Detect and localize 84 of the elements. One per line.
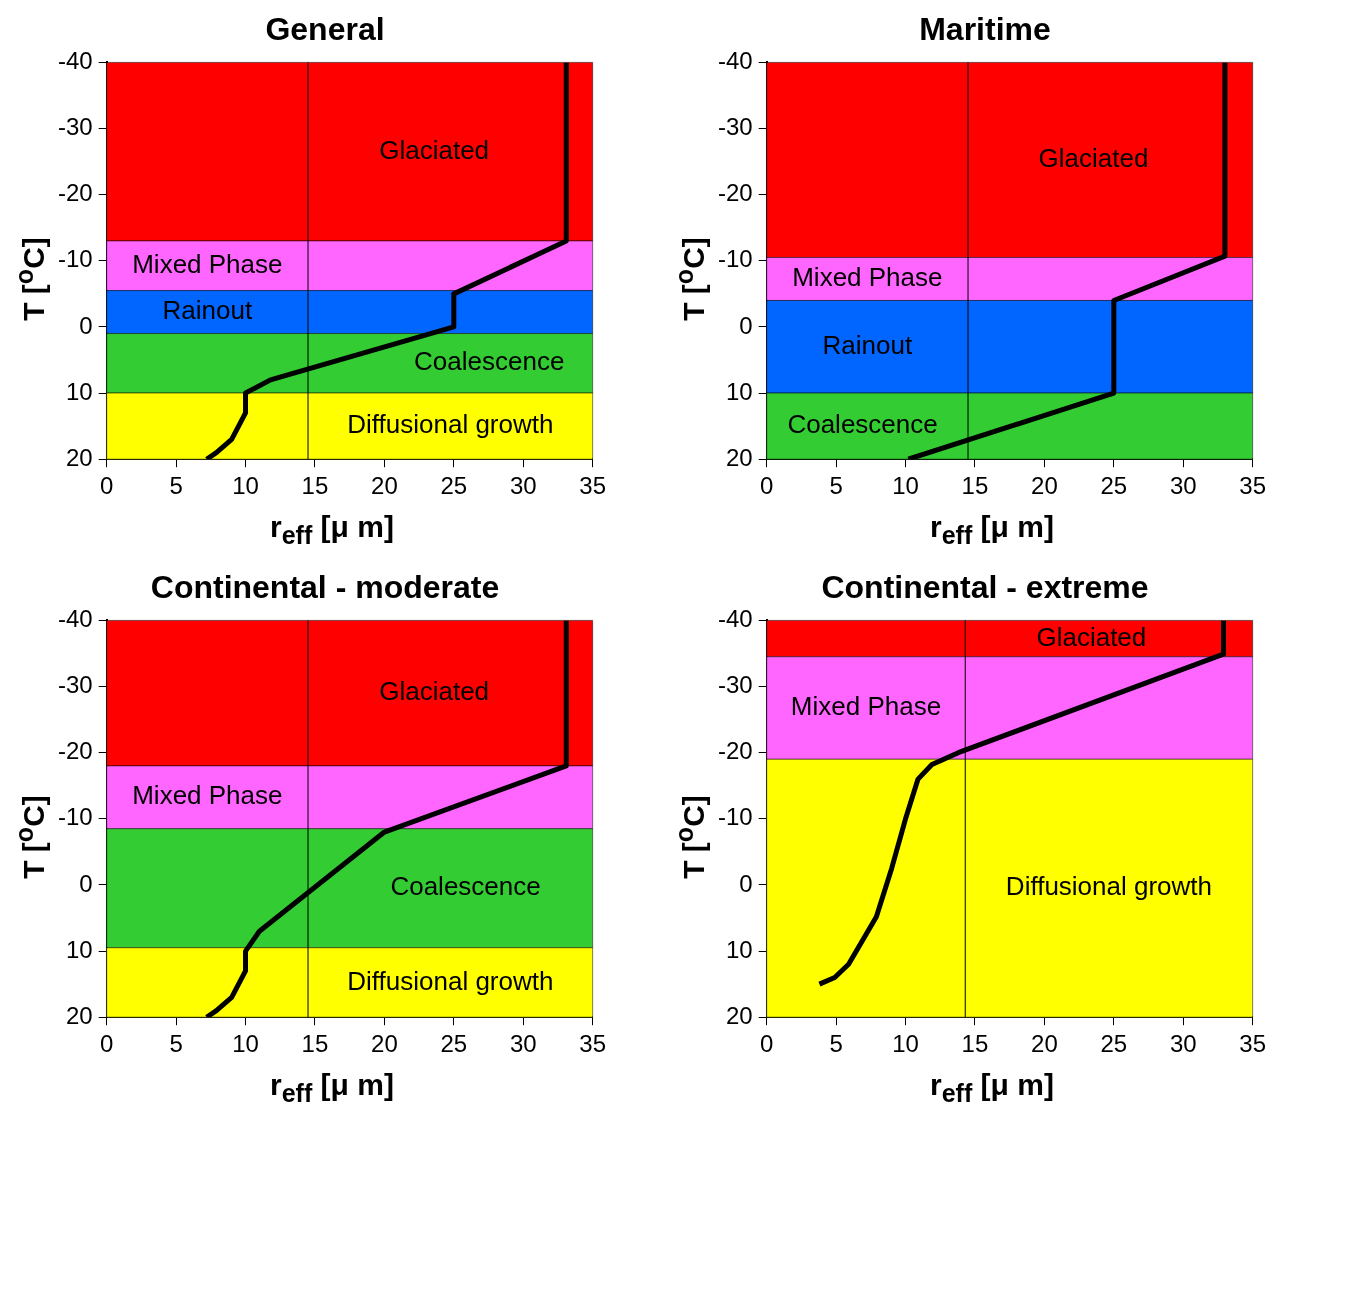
band-label: Mixed Phase [132,248,283,279]
y-tick-label: 20 [65,1001,93,1029]
band-label: Glaciated [379,676,490,707]
x-tick-label: 5 [829,472,843,500]
y-tick-label: 10 [725,377,753,405]
x-tick-label: 0 [100,472,114,500]
y-tick-label: -10 [718,803,753,831]
y-tick-label: -30 [58,113,93,141]
x-tick-label: 15 [301,1030,329,1058]
chart-title: Continental - extreme [821,569,1149,606]
y-tick-label: 0 [79,311,93,339]
y-tick-label: 10 [65,377,93,405]
y-tick-label: -30 [718,671,753,699]
x-tick-label: 30 [1169,1030,1197,1058]
chart-title: Continental - moderate [150,569,500,606]
y-tick-label: 20 [65,443,93,471]
x-tick-label: 5 [169,472,183,500]
y-tick-label: 0 [739,869,753,897]
y-tick-label: -40 [58,47,93,75]
x-tick-label: 15 [961,472,989,500]
band-label: Coalescence [390,871,541,902]
y-tick-label: -20 [718,179,753,207]
x-tick-label: 35 [1239,1030,1266,1058]
x-tick-label: 30 [509,472,537,500]
x-axis-title: r$_{eff}$ [μ m] [270,1068,394,1108]
x-tick-label: 20 [371,472,398,500]
y-tick-label: 20 [725,443,753,471]
band-label: Mixed Phase [790,691,942,722]
x-tick-label: 5 [829,1030,843,1058]
x-tick-label: 20 [1031,1030,1058,1058]
x-tick-label: 25 [440,472,468,500]
x-tick-label: 5 [169,1030,183,1058]
x-tick-label: 20 [1031,472,1058,500]
x-tick-label: 0 [760,472,774,500]
x-tick-label: 25 [1100,472,1128,500]
band-label: Glaciated [1036,621,1147,652]
y-tick-label: 0 [79,869,93,897]
x-tick-label: 10 [892,472,919,500]
y-tick-label: -10 [58,803,93,831]
y-tick-label: -20 [58,179,93,207]
band-label: Rainout [822,329,913,360]
band-label: Diffusional growth [347,409,554,440]
x-tick-label: 30 [1169,472,1197,500]
y-tick-label: 10 [725,935,753,963]
x-tick-label: 15 [301,472,329,500]
y-tick-label: -40 [58,605,93,633]
x-tick-label: 10 [892,1030,919,1058]
x-tick-label: 15 [961,1030,989,1058]
x-axis-title: r$_{eff}$ [μ m] [270,510,394,550]
x-tick-label: 25 [1100,1030,1128,1058]
x-tick-label: 35 [579,472,606,500]
band-label: Glaciated [1038,143,1149,174]
y-tick-label: -30 [718,113,753,141]
x-tick-label: 10 [232,1030,259,1058]
y-tick-label: -40 [718,605,753,633]
x-axis-title: r$_{eff}$ [μ m] [930,510,1054,550]
y-tick-label: -40 [718,47,753,75]
y-tick-label: -20 [718,737,753,765]
y-tick-label: 20 [725,1001,753,1029]
y-tick-label: -20 [58,737,93,765]
chart-title: General [265,11,385,48]
band-label: Rainout [162,295,253,326]
band-label: Diffusional growth [1005,871,1213,902]
y-tick-label: -30 [58,671,93,699]
x-tick-label: 10 [232,472,259,500]
x-tick-label: 0 [760,1030,774,1058]
chart-title: Maritime [919,11,1051,48]
band-label: Coalescence [414,346,565,377]
x-tick-label: 20 [371,1030,398,1058]
y-tick-label: -10 [718,245,753,273]
band-label: Diffusional growth [347,965,554,996]
y-tick-label: 10 [65,935,93,963]
x-axis-title: r$_{eff}$ [μ m] [930,1068,1054,1108]
y-tick-label: 0 [739,311,753,339]
band-label: Mixed Phase [132,780,283,811]
x-tick-label: 25 [440,1030,468,1058]
x-tick-label: 35 [1239,472,1266,500]
band-label: Coalescence [787,409,938,440]
x-tick-label: 30 [509,1030,537,1058]
x-tick-label: 0 [100,1030,114,1058]
band-label: Glaciated [379,134,490,165]
x-tick-label: 35 [579,1030,606,1058]
y-tick-label: -10 [58,245,93,273]
band-label: Mixed Phase [792,262,943,293]
